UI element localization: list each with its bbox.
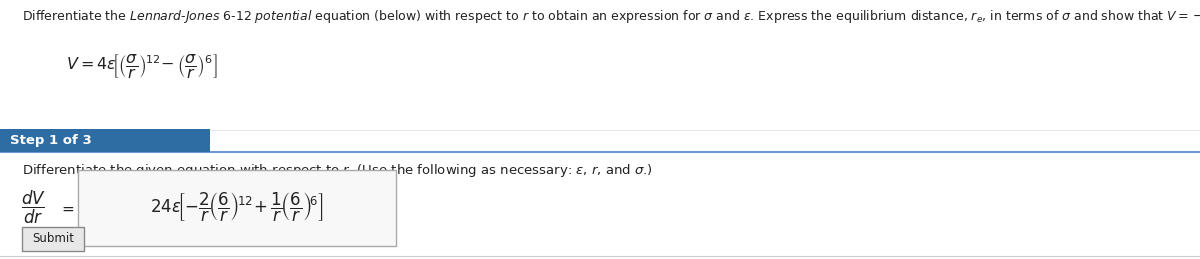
Bar	[0, 130, 210, 152]
Text: $\dfrac{dV}{dr}$: $\dfrac{dV}{dr}$	[22, 189, 46, 226]
FancyBboxPatch shape	[78, 170, 396, 246]
Text: Step 1 of 3: Step 1 of 3	[10, 134, 91, 147]
Text: Differentiate the $\mathit{Lennard\text{-}Jones}$ $\mathit{6\text{-}12}$ $\mathi: Differentiate the $\mathit{Lennard\text{…	[22, 8, 1200, 25]
Text: $24\varepsilon\!\left[-\dfrac{2}{r}\!\left(\dfrac{6}{r}\right)^{\!12}\!+\dfrac{1: $24\varepsilon\!\left[-\dfrac{2}{r}\!\le…	[150, 191, 324, 225]
FancyBboxPatch shape	[22, 227, 84, 251]
Text: $=$: $=$	[59, 200, 76, 215]
Text: Differentiate the given equation with respect to $r$. (Use the following as nece: Differentiate the given equation with re…	[22, 162, 653, 179]
Text: $V = 4\varepsilon\!\left[\left(\dfrac{\sigma}{r}\right)^{12}\!-\left(\dfrac{\sig: $V = 4\varepsilon\!\left[\left(\dfrac{\s…	[66, 52, 217, 80]
Text: Submit: Submit	[31, 232, 74, 246]
